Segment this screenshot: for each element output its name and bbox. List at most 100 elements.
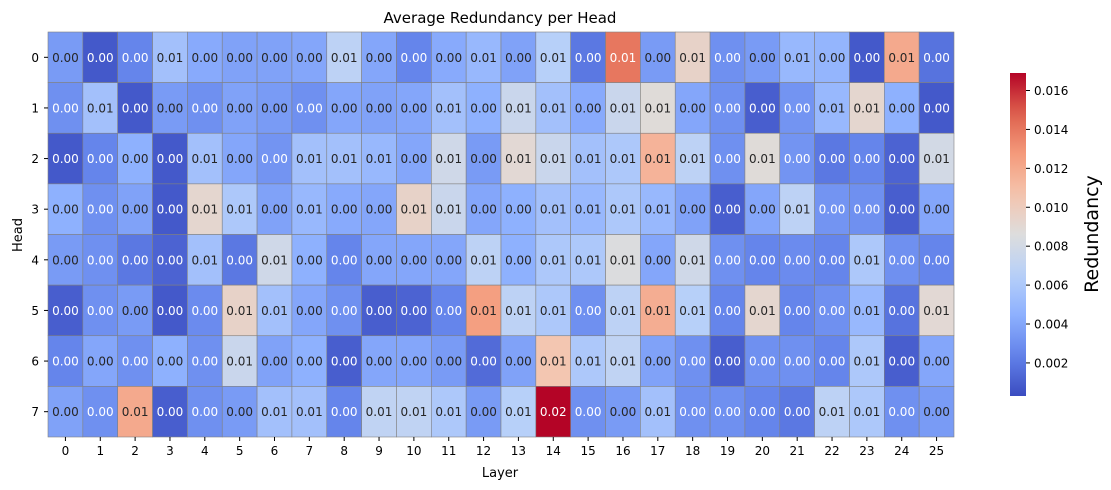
cell-value-label: 0.00	[122, 203, 149, 217]
y-tick-label: 7	[31, 405, 39, 419]
heatmap-cells: 0.00 0.00 0.00 0.01 0.00 0.00 0.00 0.00 0.01 0.00…	[47, 31, 955, 438]
cell-value-label: 0.01	[226, 203, 253, 217]
cell-value-label: 0.00	[331, 355, 358, 369]
x-axis-ticks: 0 1 2 3 4 5 6 7 8 9 10 11 12 13 14 15 16 17 18 19 20 21 22 23 24…	[62, 437, 944, 458]
cell-value-label: 0.00	[366, 253, 393, 267]
heatmap-cell	[117, 234, 153, 286]
cell-value-label: 0.01	[470, 51, 497, 65]
heatmap-cell	[570, 132, 606, 185]
cell-value-label: 0.01	[749, 304, 776, 318]
cell-value-label: 0.00	[470, 101, 497, 115]
cell-value-label: 0.00	[679, 405, 706, 419]
cell-value-label: 0.00	[226, 51, 253, 65]
cell-value-label: 0.01	[888, 51, 915, 65]
heatmap-cell	[744, 335, 781, 387]
cell-value-label: 0.01	[505, 405, 532, 419]
x-tick-label: 5	[236, 444, 244, 458]
cell-value-label: 0.01	[854, 101, 881, 115]
cell-value-label: 0.00	[87, 355, 114, 369]
cell-value-label: 0.01	[819, 101, 846, 115]
heatmap-cell	[396, 234, 432, 286]
cell-value-label: 0.01	[610, 101, 637, 115]
heatmap-cell	[605, 132, 641, 185]
heatmap-cell	[431, 31, 467, 83]
cell-value-label: 0.00	[784, 304, 811, 318]
cell-value-label: 0.00	[52, 51, 79, 65]
y-tick-label: 5	[31, 304, 39, 318]
colorbar-tick-label: 0.004	[1034, 318, 1068, 332]
heatmap-cell	[570, 183, 606, 235]
heatmap-cell	[187, 82, 223, 134]
cell-value-label: 0.00	[784, 152, 811, 166]
heatmap-cell	[918, 82, 955, 134]
heatmap-cell	[361, 82, 397, 134]
cell-value-label: 0.00	[923, 355, 950, 369]
heatmap-cell	[918, 284, 955, 337]
heatmap-cell	[431, 82, 467, 134]
cell-value-label: 0.01	[575, 253, 602, 267]
cell-value-label: 0.01	[505, 152, 532, 166]
heatmap-cell	[744, 82, 781, 134]
cell-value-label: 0.00	[157, 101, 184, 115]
cell-value-label: 0.00	[366, 203, 393, 217]
x-tick-label: 19	[720, 444, 735, 458]
cell-value-label: 0.00	[401, 101, 428, 115]
heatmap-cell	[918, 234, 955, 286]
heatmap-cell	[465, 183, 502, 235]
cell-value-label: 0.00	[784, 355, 811, 369]
cell-value-label: 0.01	[540, 355, 567, 369]
heatmap-cell	[82, 132, 118, 185]
cell-value-label: 0.00	[888, 253, 915, 267]
heatmap-cell	[152, 132, 188, 185]
y-tick-label: 1	[31, 101, 39, 115]
cell-value-label: 0.00	[191, 304, 218, 318]
cell-value-label: 0.01	[366, 152, 393, 166]
cell-value-label: 0.00	[191, 101, 218, 115]
colorbar-label: Redundancy	[1081, 175, 1103, 293]
cell-value-label: 0.00	[157, 152, 184, 166]
cell-value-label: 0.01	[226, 355, 253, 369]
x-axis-label: Layer	[482, 466, 519, 481]
cell-value-label: 0.00	[888, 101, 915, 115]
heatmap-cell	[500, 132, 537, 185]
cell-value-label: 0.00	[331, 304, 358, 318]
cell-value-label: 0.01	[505, 304, 532, 318]
heatmap-cell	[674, 284, 711, 337]
heatmap-cell	[326, 284, 362, 337]
cell-value-label: 0.00	[644, 253, 671, 267]
cell-value-label: 0.00	[87, 51, 114, 65]
cell-value-label: 0.00	[888, 405, 915, 419]
cell-value-label: 0.00	[505, 355, 532, 369]
heatmap-cell	[187, 335, 223, 387]
cell-value-label: 0.00	[714, 51, 741, 65]
cell-value-label: 0.01	[644, 405, 671, 419]
x-tick-label: 20	[755, 444, 770, 458]
cell-value-label: 0.00	[749, 253, 776, 267]
cell-value-label: 0.00	[87, 405, 114, 419]
cell-value-label: 0.01	[749, 152, 776, 166]
cell-value-label: 0.00	[749, 51, 776, 65]
cell-value-label: 0.01	[644, 203, 671, 217]
cell-value-label: 0.00	[819, 152, 846, 166]
colorbar-tick-label: 0.008	[1034, 240, 1068, 254]
cell-value-label: 0.01	[644, 152, 671, 166]
cell-value-label: 0.00	[714, 355, 741, 369]
heatmap-cell	[884, 335, 920, 387]
x-tick-label: 18	[685, 444, 700, 458]
heatmap-cell	[431, 234, 467, 286]
cell-value-label: 0.00	[854, 51, 881, 65]
heatmap-cell	[326, 132, 362, 185]
heatmap-cell	[640, 284, 676, 337]
heatmap-cell	[47, 284, 84, 337]
cell-value-label: 0.01	[122, 405, 149, 419]
colorbar-tick-label: 0.002	[1034, 356, 1068, 370]
cell-value-label: 0.00	[784, 405, 811, 419]
cell-value-label: 0.01	[679, 304, 706, 318]
cell-value-label: 0.01	[331, 51, 358, 65]
heatmap-cell	[291, 284, 328, 337]
heatmap-cell	[814, 82, 850, 134]
heatmap-cell	[849, 183, 885, 235]
cell-value-label: 0.00	[749, 203, 776, 217]
cell-value-label: 0.01	[435, 101, 462, 115]
heatmap-cell	[779, 386, 815, 438]
